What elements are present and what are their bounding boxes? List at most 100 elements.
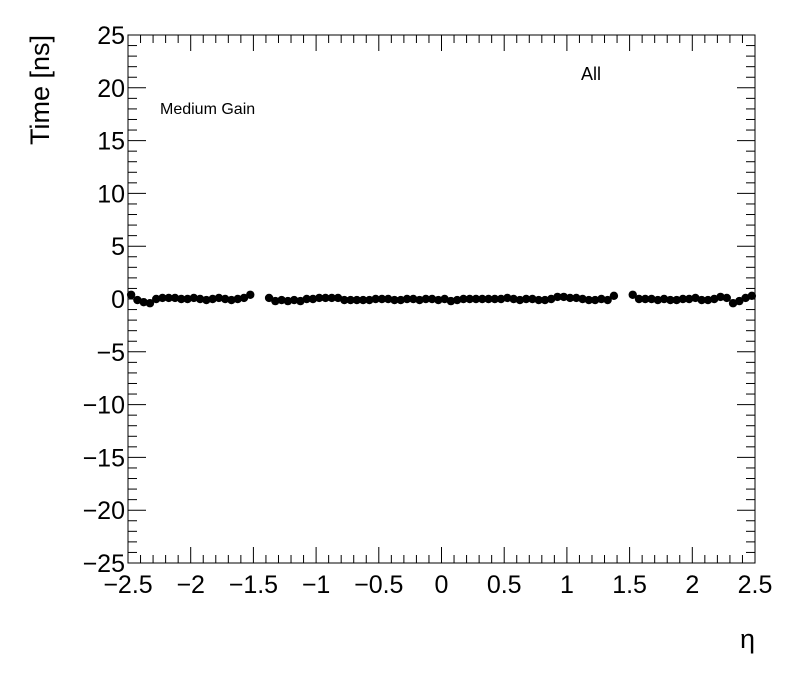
data-point [271, 296, 280, 306]
data-point [490, 294, 499, 304]
y-tick-labels: −25 −20 −15 −10 −5 0 5 10 15 20 25 [83, 22, 125, 578]
data-point [603, 295, 612, 305]
data-point [384, 294, 393, 304]
x-tick-label: 1.5 [612, 571, 647, 599]
data-point [239, 293, 249, 303]
data-point [371, 294, 380, 304]
data-point [515, 295, 525, 305]
data-points [126, 290, 757, 308]
x-tick-label: −1 [302, 571, 331, 599]
x-tick-label: −2 [176, 571, 205, 599]
data-point [703, 295, 713, 305]
data-point [678, 294, 688, 304]
data-point [653, 295, 663, 305]
data-point [684, 294, 694, 304]
data-point [434, 295, 443, 305]
data-point [158, 293, 167, 303]
data-point [396, 295, 405, 305]
data-point [421, 294, 431, 304]
data-point [628, 290, 637, 299]
data-point [233, 294, 242, 304]
data-point [365, 295, 374, 305]
y-tick-label: −5 [96, 339, 125, 367]
data-point [471, 294, 481, 304]
x-tick-label: 1 [560, 571, 574, 599]
data-point [427, 294, 437, 304]
x-tick-labels: −2.5 −2 −1.5 −1 −0.5 0 0.5 1 1.5 2 2.5 [103, 571, 772, 599]
data-point [246, 290, 255, 299]
data-point [340, 295, 349, 305]
data-point [315, 293, 324, 303]
data-point [321, 293, 330, 303]
data-point [145, 299, 155, 308]
data-point [459, 294, 468, 304]
y-tick-label: 10 [97, 180, 125, 208]
data-point [264, 293, 274, 303]
data-point [377, 294, 387, 304]
data-point [126, 290, 136, 299]
data-point [641, 294, 650, 304]
data-point [484, 294, 493, 304]
y-tick-label: 0 [111, 286, 125, 314]
data-point [283, 296, 293, 306]
data-point [509, 294, 518, 304]
y-tick-label: −20 [83, 497, 125, 525]
data-point [553, 292, 562, 302]
annotation-medium-gain: Medium Gain [160, 101, 255, 118]
x-tick-label: 0 [435, 571, 449, 599]
data-point [565, 293, 575, 303]
x-axis-label: η [740, 624, 755, 654]
data-point [164, 293, 173, 303]
data-point [358, 295, 368, 305]
data-point [634, 294, 644, 304]
data-point [189, 293, 199, 303]
data-point [559, 292, 568, 302]
data-point [220, 294, 230, 304]
data-point [402, 294, 412, 304]
data-point [183, 294, 192, 304]
data-point [672, 295, 681, 305]
x-tick-label: −1.5 [229, 571, 278, 599]
data-point [572, 293, 581, 303]
data-point [352, 295, 362, 305]
y-tick-label: −15 [83, 444, 125, 472]
data-point [609, 291, 619, 301]
data-point [534, 295, 543, 305]
data-point [152, 294, 161, 304]
data-point [277, 295, 286, 305]
y-tick-label: 20 [97, 75, 125, 103]
x-tick-label: −2.5 [103, 571, 152, 599]
data-point [716, 292, 725, 302]
data-point [227, 295, 236, 305]
data-point [409, 294, 418, 304]
data-point [503, 293, 512, 303]
data-point [578, 294, 587, 304]
data-point [390, 295, 399, 305]
data-point [289, 295, 299, 305]
data-point [747, 291, 757, 301]
y-tick-label: −25 [83, 550, 125, 578]
data-point [590, 295, 600, 305]
x-tick-label: 0.5 [487, 571, 522, 599]
data-point [496, 294, 506, 304]
data-point [302, 294, 311, 304]
data-point [722, 293, 731, 303]
x-tick-label: 2.5 [738, 571, 773, 599]
data-point [735, 296, 744, 306]
data-point [177, 294, 186, 304]
data-point [170, 293, 180, 303]
data-point [208, 294, 217, 304]
data-point [697, 295, 706, 305]
y-axis-label: Time [ns] [25, 35, 55, 145]
data-point [346, 295, 355, 305]
data-point [597, 294, 606, 304]
data-point [415, 295, 424, 305]
y-tick-label: 5 [111, 233, 125, 261]
data-point [521, 294, 531, 304]
data-point [478, 294, 487, 304]
data-point [195, 294, 205, 304]
data-point [308, 294, 318, 304]
y-tick-label: 15 [97, 128, 125, 156]
data-point [139, 297, 148, 307]
